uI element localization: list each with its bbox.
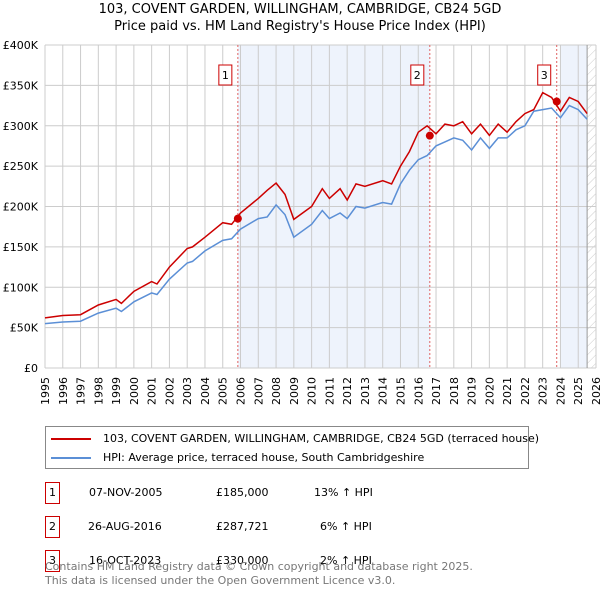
x-tick-label: 1997 bbox=[75, 377, 88, 405]
legend-blue-line bbox=[51, 456, 91, 459]
legend-item-hpi: HPI: Average price, terraced house, Sout… bbox=[51, 451, 424, 464]
sale-label-box bbox=[537, 64, 552, 86]
x-tick-label: 2026 bbox=[590, 377, 600, 405]
x-tick-label: 2017 bbox=[430, 377, 443, 405]
sale-date: 26-AUG-2016 bbox=[88, 520, 162, 533]
x-tick-label: 2008 bbox=[270, 377, 283, 405]
sale-point bbox=[233, 214, 242, 223]
x-tick-label: 2022 bbox=[519, 377, 532, 405]
sale-marker-label: 2 bbox=[45, 516, 60, 538]
chart-subtitle: Price paid vs. HM Land Registry's House … bbox=[114, 19, 486, 34]
sale-hpi: 13% ↑ HPI bbox=[314, 486, 373, 499]
chart-title: 103, COVENT GARDEN, WILLINGHAM, CAMBRIDG… bbox=[98, 2, 502, 17]
y-tick-label: £150K bbox=[3, 241, 39, 254]
footer-licence: This data is licensed under the Open Gov… bbox=[45, 574, 396, 587]
sale-hpi: 6% ↑ HPI bbox=[320, 520, 372, 533]
sale-date: 07-NOV-2005 bbox=[89, 486, 163, 499]
sale-label: 1 bbox=[222, 69, 229, 82]
footer-copyright: Contains HM Land Registry data © Crown c… bbox=[45, 560, 473, 573]
x-tick-label: 2010 bbox=[306, 377, 319, 405]
x-tick-label: 2002 bbox=[163, 377, 176, 405]
y-tick-label: £400K bbox=[3, 39, 39, 52]
sale-price: £330,000 bbox=[216, 554, 269, 567]
legend-item-property: 103, COVENT GARDEN, WILLINGHAM, CAMBRIDG… bbox=[51, 432, 539, 445]
x-tick-label: 2012 bbox=[341, 377, 354, 405]
sale-point bbox=[425, 131, 434, 140]
x-tick-label: 2005 bbox=[217, 377, 230, 405]
sale-marker-label: 1 bbox=[45, 482, 60, 504]
x-tick-label: 2000 bbox=[128, 377, 141, 405]
sale-label-box bbox=[218, 64, 233, 86]
x-tick-label: 1999 bbox=[110, 377, 123, 405]
x-tick-label: 1995 bbox=[39, 377, 52, 405]
x-tick-label: 2006 bbox=[235, 377, 248, 405]
sale-marker-label: 3 bbox=[45, 550, 60, 572]
x-tick-label: 2011 bbox=[323, 377, 336, 405]
y-tick-label: £100K bbox=[3, 281, 39, 294]
x-tick-label: 2015 bbox=[394, 377, 407, 405]
x-tick-label: 2018 bbox=[448, 377, 461, 405]
x-tick-label: 2009 bbox=[288, 377, 301, 405]
x-tick-label: 2004 bbox=[199, 377, 212, 405]
y-tick-label: £300K bbox=[3, 120, 39, 133]
sale-price: £185,000 bbox=[216, 486, 269, 499]
x-tick-label: 2001 bbox=[146, 377, 159, 405]
sale-row: 1 07-NOV-2005 £185,000 13% ↑ HPI bbox=[45, 482, 545, 504]
sale-row: 3 16-OCT-2023 £330,000 2% ↑ HPI bbox=[45, 550, 545, 572]
x-tick-label: 2007 bbox=[252, 377, 265, 405]
legend: 103, COVENT GARDEN, WILLINGHAM, CAMBRIDG… bbox=[45, 426, 539, 469]
hpi-line bbox=[44, 104, 588, 325]
x-tick-label: 2016 bbox=[412, 377, 425, 405]
x-tick-label: 2023 bbox=[537, 377, 550, 405]
x-tick-label: 2020 bbox=[483, 377, 496, 405]
x-tick-label: 2021 bbox=[501, 377, 514, 405]
x-tick-label: 2024 bbox=[554, 377, 567, 405]
x-tick-label: 2025 bbox=[572, 377, 585, 405]
sale-date: 16-OCT-2023 bbox=[89, 554, 162, 567]
x-tick-label: 2014 bbox=[377, 377, 390, 405]
sale-label: 2 bbox=[414, 69, 421, 82]
y-tick-label: £350K bbox=[3, 79, 39, 92]
y-tick-label: £0 bbox=[24, 362, 38, 375]
sale-row: 2 26-AUG-2016 £287,721 6% ↑ HPI bbox=[45, 516, 545, 538]
x-tick-label: 1996 bbox=[57, 377, 70, 405]
y-tick-label: £50K bbox=[10, 322, 39, 335]
price-chart: 1995 1996 1997 1998 1999 2000 2001 2002 2003 2004… bbox=[3, 39, 600, 405]
legend-label-property: 103, COVENT GARDEN, WILLINGHAM, CAMBRIDG… bbox=[103, 432, 540, 445]
sale-point bbox=[552, 97, 561, 106]
sale-label: 3 bbox=[541, 69, 548, 82]
legend-label-hpi: HPI: Average price, terraced house, Sout… bbox=[103, 451, 425, 464]
y-tick-label: £200K bbox=[3, 201, 39, 214]
y-tick-label: £250K bbox=[3, 160, 39, 173]
x-tick-label: 1998 bbox=[92, 377, 105, 405]
legend-red-line bbox=[51, 437, 91, 440]
sale-label-box bbox=[410, 64, 425, 86]
sale-price: £287,721 bbox=[216, 520, 269, 533]
x-tick-label: 2003 bbox=[181, 377, 194, 405]
x-tick-label: 2019 bbox=[466, 377, 479, 405]
sale-hpi: 2% ↑ HPI bbox=[320, 554, 372, 567]
property-price-line bbox=[44, 91, 588, 319]
x-tick-label: 2013 bbox=[359, 377, 372, 405]
